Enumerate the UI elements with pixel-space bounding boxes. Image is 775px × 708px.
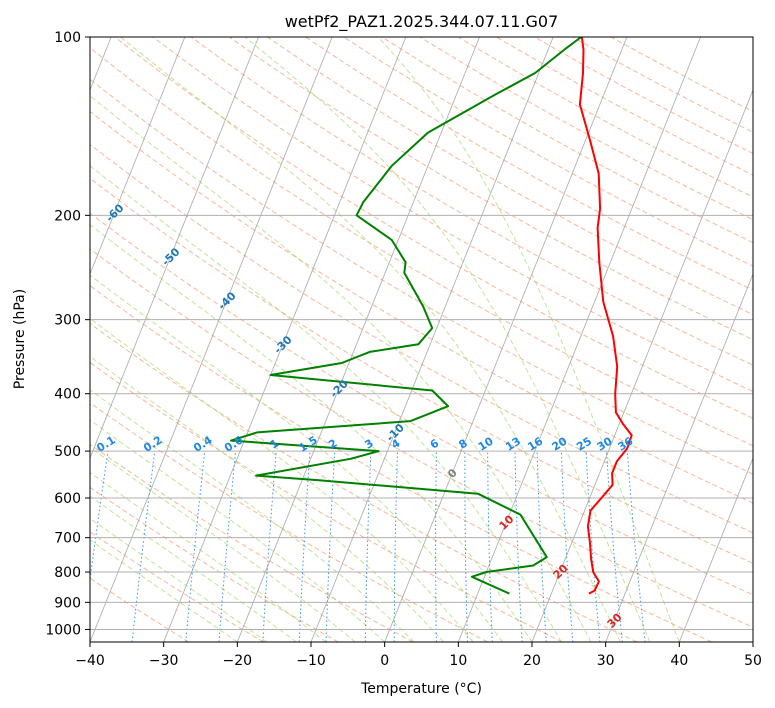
x-tick-label: −10 [296,653,326,669]
y-tick-label: 600 [54,491,81,507]
moist-adiabat-line [90,419,386,642]
mixing-ratio-line [185,451,206,642]
x-tick-label: 0 [380,653,389,669]
dry-adiabat-line [90,78,753,475]
dry-adiabat-line [90,248,753,628]
x-tick-label: 20 [523,653,541,669]
skewed-isotherm-line [310,37,554,642]
dry-adiabat-line [90,486,339,642]
x-tick-label: 10 [449,653,467,669]
moist-adiabat-line [90,274,503,642]
moist-adiabat-line [377,37,680,642]
skewed-isotherm-line [236,37,480,642]
dry-adiabat-line [90,177,753,564]
skewed-isotherm-line [457,37,701,642]
y-tick-label: 100 [54,30,81,46]
moist-adiabat-line [244,37,651,642]
y-tick-label: 400 [54,387,81,403]
dry-adiabat-line [90,212,753,596]
mixing-ratio-line [626,451,646,642]
x-tick-label: 40 [670,653,688,669]
y-axis-ticks: 100 200 300 400 500 600 700 800 900 1000 [45,30,90,638]
temperature-line [578,37,633,595]
x-axis-label: Temperature (°C) [360,681,482,697]
moist-adiabat-line [90,539,238,642]
skewed-isotherm-line [531,88,753,642]
dry-adiabat-line [190,37,753,366]
mixing-ratio-line [90,451,109,584]
dry-adiabat-line [229,37,753,341]
dry-adiabat-line [152,37,753,393]
skewed-isotherm-line [163,37,407,642]
skewed-isotherms [90,37,753,642]
moist-adiabat-line [90,446,356,642]
mixing-ratio-line [606,451,623,642]
moist-adiabat-line [90,95,592,642]
y-axis-label: Pressure (hPa) [12,289,28,389]
dry-adiabat-line [90,143,753,534]
plot-frame [89,36,754,643]
y-tick-label: 300 [54,313,81,329]
profile-series [230,37,633,595]
chart-title: wetPf2_PAZ1.2025.344.07.11.G07 [285,12,559,32]
moist-adiabat-line [90,471,327,642]
y-tick-label: 1000 [45,622,81,638]
x-axis-ticks: −40 −30 −20 −10 0 10 20 30 40 50 [75,642,762,669]
pressure-gridlines [90,37,753,630]
skewed-isotherm-line [678,456,753,642]
moist-adiabat-line [90,165,562,642]
x-tick-label: −30 [149,653,179,669]
moist-adiabat-line [90,317,474,642]
x-tick-label: −40 [75,653,105,669]
skewed-isotherm-line [605,272,753,642]
dry-adiabat-line [267,37,753,316]
x-tick-label: 50 [744,653,762,669]
dry-adiabat-line [90,402,488,642]
y-tick-label: 200 [54,208,81,224]
y-tick-label: 500 [54,444,81,460]
skewed-isotherm-line [90,37,186,276]
moist-adiabat-line [90,224,533,642]
y-tick-label: 900 [54,595,81,611]
dewpoint-line [230,37,582,595]
dry-adiabat-line [90,531,264,642]
x-tick-label: −20 [223,653,253,669]
mixing-ratio-line [585,451,601,642]
dry-adiabats [90,37,753,642]
skewed-isotherm-line [90,37,333,642]
y-tick-label: 700 [54,531,81,547]
dry-adiabat-line [90,110,753,504]
skewed-isotherm-line [384,37,628,642]
dry-adiabat-line [90,361,563,642]
y-tick-label: 800 [54,565,81,581]
moist-adiabat-line [120,37,621,642]
dry-adiabat-line [90,322,638,642]
mixing-ratio-line [218,451,237,642]
moist-adiabats [90,37,680,642]
skewed-isotherm-line [90,37,259,460]
moist-adiabat-line [90,517,268,642]
x-tick-label: 30 [597,653,615,669]
moist-adiabat-line [90,355,444,642]
